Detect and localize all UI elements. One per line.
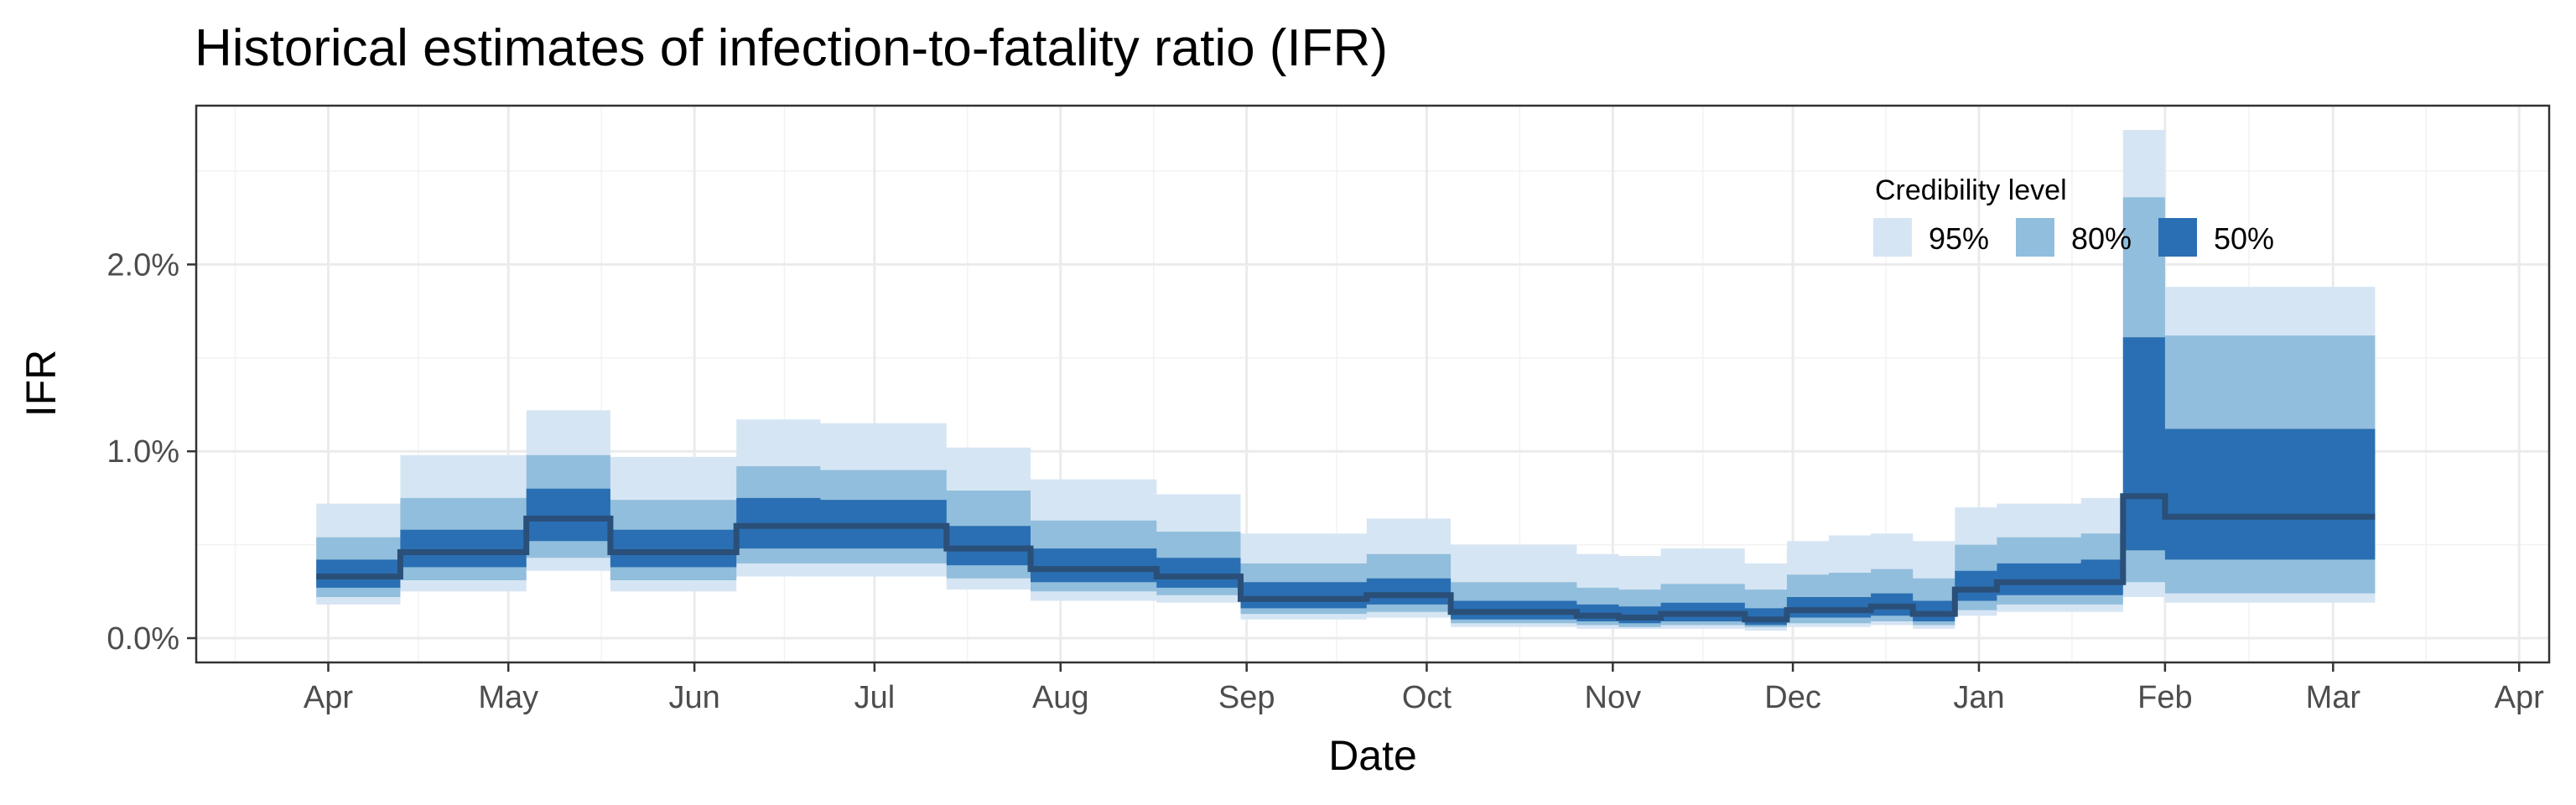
median-line-group	[316, 493, 2376, 623]
y-tick-label: 2.0%	[106, 247, 179, 283]
y-axis-ticks: 0.0% 1.0% 2.0%	[106, 247, 196, 657]
x-tick-label: Feb	[2137, 680, 2192, 715]
x-tick-label: May	[478, 680, 538, 715]
x-tick-label: Apr	[304, 680, 353, 715]
x-tick-label: Dec	[1764, 680, 1821, 715]
legend-title: Credibility level	[1875, 174, 2067, 206]
x-axis-ticks: Apr May Jun Jul Aug Sep Oct Nov Dec Jan Feb Mar Apr	[304, 662, 2544, 715]
y-tick-label: 1.0%	[106, 434, 179, 470]
legend: Credibility level 95% 80% 50%	[1873, 174, 2274, 257]
x-tick-label: Jul	[854, 680, 896, 715]
y-axis-title: IFR	[18, 350, 65, 418]
legend-label-50: 50%	[2214, 221, 2274, 256]
x-tick-label: Jun	[668, 680, 719, 715]
x-tick-label: Nov	[1585, 680, 1642, 715]
x-tick-label: Mar	[2306, 680, 2361, 715]
panel-frame	[195, 104, 2551, 664]
legend-label-95: 95%	[1929, 221, 1989, 256]
x-tick-label: Oct	[1402, 680, 1452, 715]
legend-key-80	[2016, 218, 2054, 257]
x-tick-label: Apr	[2495, 680, 2544, 715]
x-tick-label: Aug	[1032, 680, 1089, 715]
median-line	[316, 493, 2376, 623]
legend-label-80: 80%	[2071, 221, 2132, 256]
credibility-bands	[316, 130, 2376, 631]
chart-title: Historical estimates of infection-to-fat…	[195, 19, 1388, 77]
y-tick-label: 0.0%	[106, 621, 179, 657]
panel-border	[195, 104, 2551, 664]
x-tick-label: Sep	[1218, 680, 1275, 715]
legend-key-95	[1873, 218, 1912, 257]
x-axis-title: Date	[1328, 732, 1417, 779]
x-tick-label: Jan	[1953, 680, 2004, 715]
legend-key-50	[2158, 218, 2197, 257]
